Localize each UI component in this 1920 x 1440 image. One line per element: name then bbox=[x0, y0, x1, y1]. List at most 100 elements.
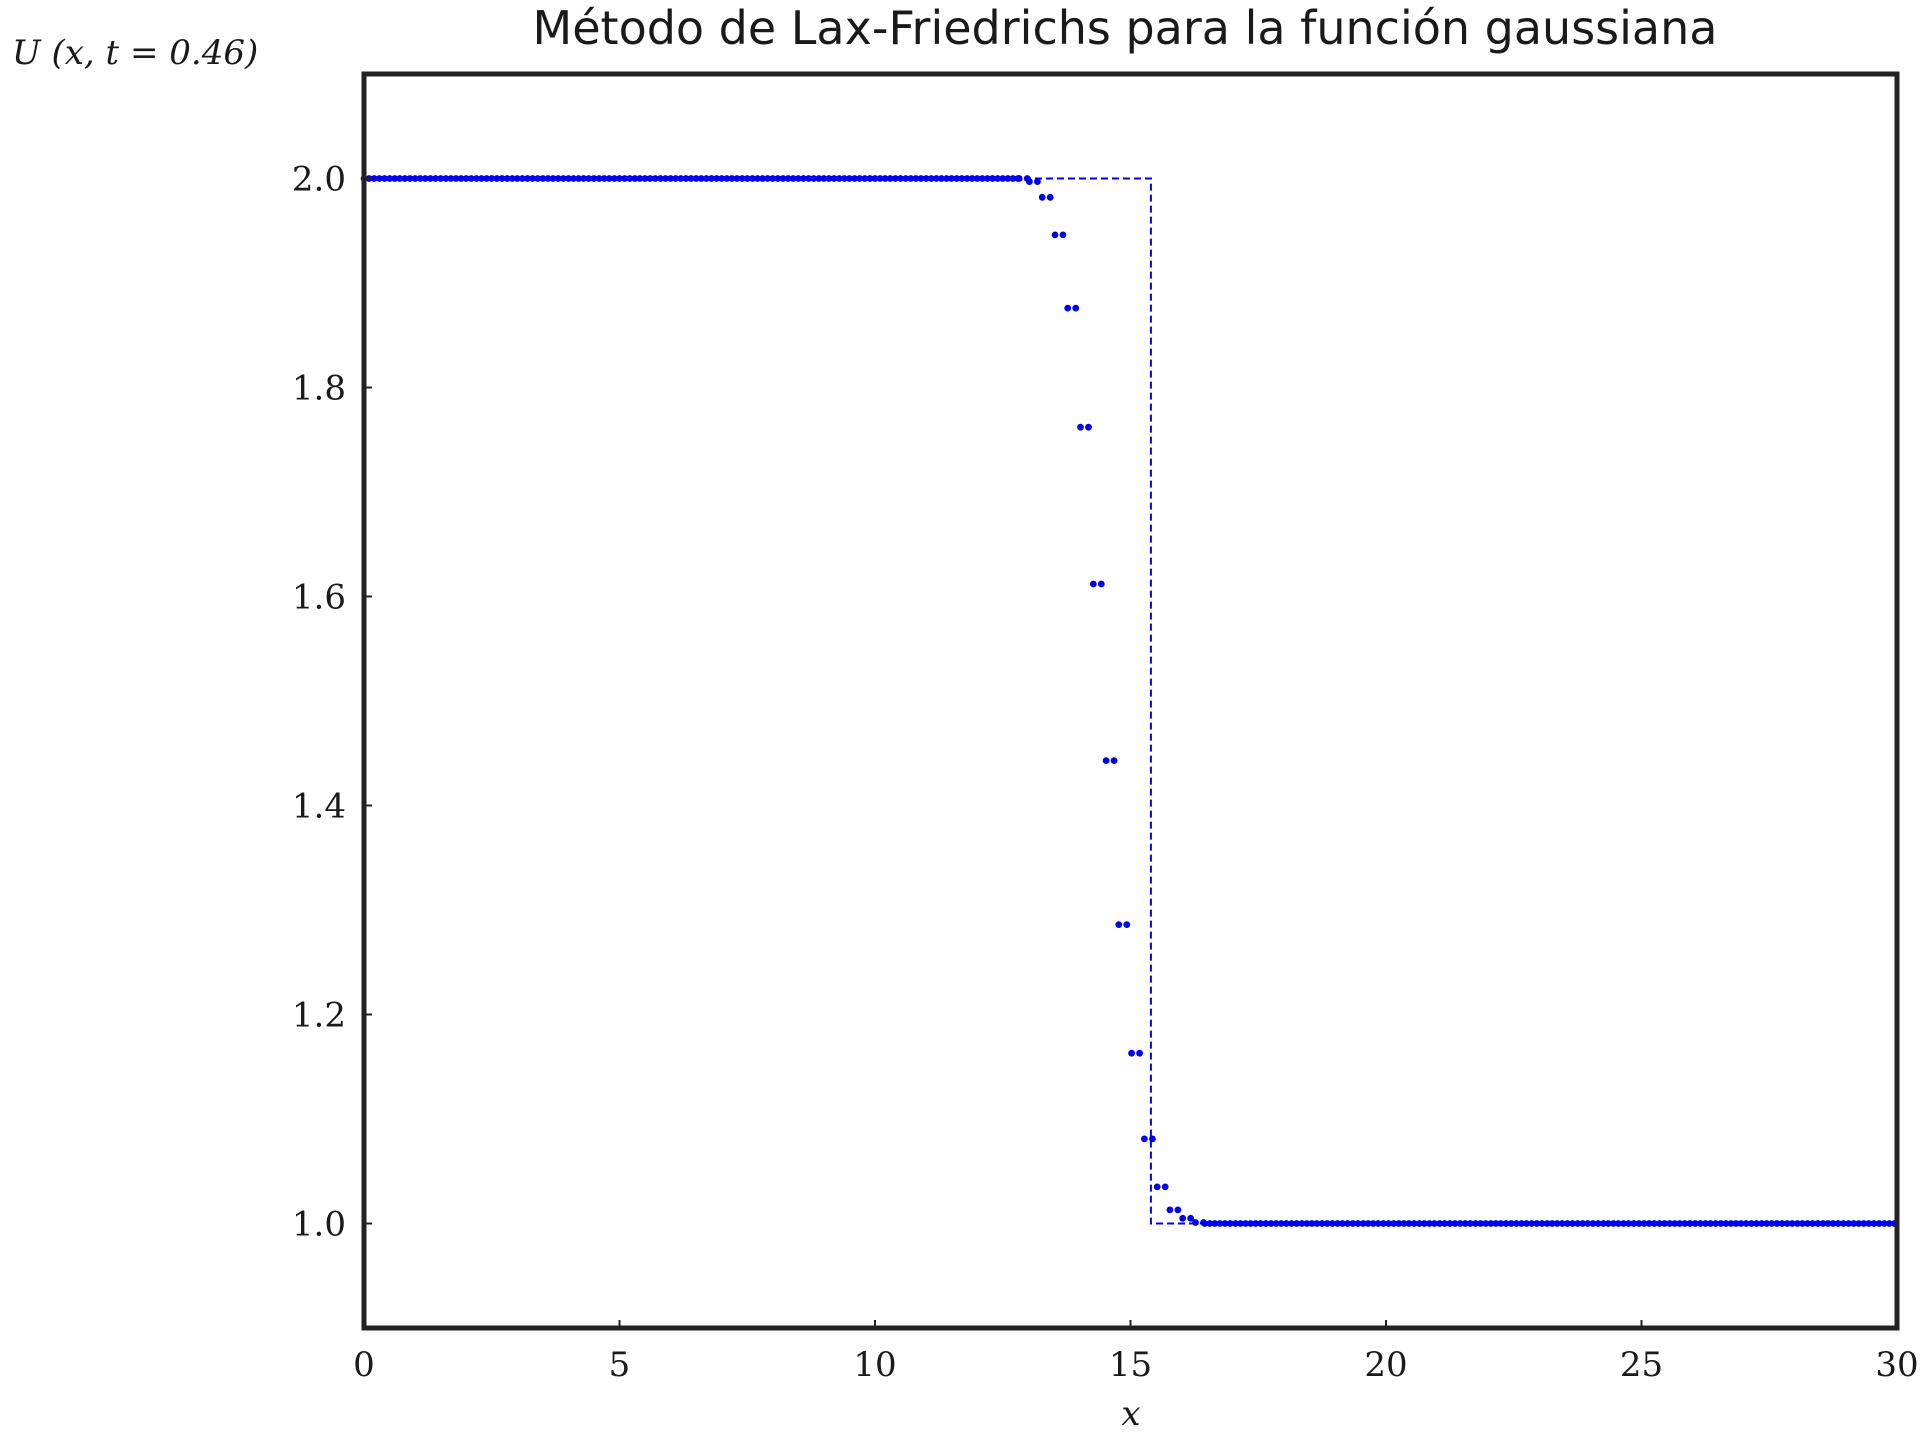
y-tick-label: 2.0 bbox=[292, 160, 346, 200]
data-point bbox=[984, 175, 991, 182]
data-point bbox=[1748, 1220, 1755, 1227]
data-point bbox=[1272, 1220, 1280, 1227]
data-point bbox=[1880, 1220, 1888, 1227]
data-point bbox=[743, 175, 751, 182]
data-point bbox=[1839, 1220, 1847, 1227]
data-point bbox=[927, 175, 935, 182]
data-point bbox=[467, 175, 475, 182]
data-point bbox=[1722, 1220, 1730, 1227]
data-point bbox=[713, 175, 720, 182]
data-point bbox=[1610, 1220, 1617, 1227]
data-point bbox=[687, 175, 695, 182]
data-point bbox=[1237, 1220, 1244, 1227]
data-point bbox=[1497, 1220, 1505, 1227]
data-point bbox=[805, 175, 812, 182]
data-point bbox=[386, 175, 393, 182]
data-point bbox=[800, 175, 807, 182]
data-point bbox=[943, 175, 950, 182]
data-point bbox=[478, 175, 485, 182]
data-point bbox=[1097, 580, 1105, 588]
data-point bbox=[1262, 1220, 1270, 1227]
data-point bbox=[483, 175, 490, 182]
y-tick-label: 1.2 bbox=[292, 996, 346, 1036]
data-point bbox=[631, 175, 639, 182]
data-point bbox=[1778, 1220, 1786, 1227]
data-point bbox=[1446, 1220, 1454, 1227]
data-point bbox=[973, 175, 981, 182]
data-point bbox=[1339, 1220, 1346, 1227]
data-point bbox=[1604, 1220, 1612, 1227]
data-point bbox=[1645, 1220, 1653, 1227]
data-point bbox=[764, 175, 772, 182]
data-point bbox=[1676, 1220, 1684, 1227]
data-point bbox=[1788, 1220, 1796, 1227]
data-point bbox=[1359, 1220, 1367, 1227]
data-point bbox=[876, 175, 884, 182]
data-point bbox=[1625, 1220, 1633, 1227]
data-point bbox=[1507, 1220, 1515, 1227]
data-point bbox=[1681, 1220, 1689, 1227]
data-point bbox=[1456, 1220, 1464, 1227]
data-point bbox=[1834, 1220, 1842, 1227]
data-point bbox=[1482, 1220, 1489, 1227]
data-point bbox=[381, 175, 388, 182]
data-point bbox=[1323, 1220, 1331, 1227]
data-point bbox=[1620, 1220, 1627, 1227]
data-point bbox=[1038, 193, 1046, 201]
data-point bbox=[1579, 1220, 1587, 1227]
x-tick-label: 5 bbox=[609, 1345, 631, 1385]
data-point bbox=[774, 175, 782, 182]
data-point bbox=[1206, 1220, 1214, 1227]
data-point bbox=[391, 175, 399, 182]
data-point bbox=[994, 175, 1001, 182]
data-point bbox=[1293, 1220, 1300, 1227]
data-point bbox=[621, 175, 628, 182]
data-point bbox=[1247, 1220, 1254, 1227]
data-point bbox=[1650, 1220, 1658, 1227]
data-point bbox=[1569, 1220, 1576, 1227]
data-point bbox=[1136, 1049, 1143, 1057]
data-point bbox=[1415, 1220, 1423, 1227]
data-point bbox=[1174, 1206, 1182, 1214]
data-point bbox=[427, 175, 434, 182]
data-point bbox=[672, 175, 680, 182]
data-point bbox=[692, 175, 700, 182]
data-point bbox=[682, 175, 690, 182]
data-point bbox=[907, 175, 915, 182]
data-point bbox=[534, 175, 542, 182]
data-point bbox=[1686, 1220, 1694, 1227]
data-point bbox=[1102, 757, 1110, 764]
data-point bbox=[1303, 1220, 1311, 1227]
data-point bbox=[641, 175, 649, 182]
data-point bbox=[1072, 304, 1080, 312]
data-point bbox=[830, 175, 838, 182]
data-point bbox=[570, 175, 577, 182]
data-point bbox=[1640, 1220, 1648, 1227]
data-point bbox=[1599, 1220, 1607, 1227]
data-point bbox=[1128, 1049, 1135, 1057]
x-tick-label: 25 bbox=[1620, 1345, 1663, 1385]
data-point bbox=[840, 175, 848, 182]
data-point bbox=[1318, 1220, 1326, 1227]
data-point bbox=[1783, 1220, 1791, 1227]
data-point bbox=[861, 175, 869, 182]
data-point bbox=[989, 175, 996, 182]
data-point bbox=[1518, 1220, 1525, 1227]
data-point bbox=[835, 175, 843, 182]
data-point bbox=[1153, 1183, 1161, 1191]
data-point bbox=[1732, 1220, 1740, 1227]
data-point bbox=[1543, 1220, 1551, 1227]
data-point bbox=[1313, 1220, 1321, 1227]
data-point bbox=[1712, 1220, 1719, 1227]
data-point bbox=[958, 175, 966, 182]
data-point bbox=[1553, 1220, 1561, 1227]
data-point bbox=[1216, 1220, 1224, 1227]
data-point bbox=[866, 175, 874, 182]
data-point bbox=[1431, 1220, 1438, 1227]
x-axis-label: x bbox=[1121, 1394, 1140, 1434]
data-point bbox=[1089, 580, 1097, 588]
data-point bbox=[938, 175, 945, 182]
data-point bbox=[447, 175, 455, 182]
data-point bbox=[1502, 1220, 1510, 1227]
